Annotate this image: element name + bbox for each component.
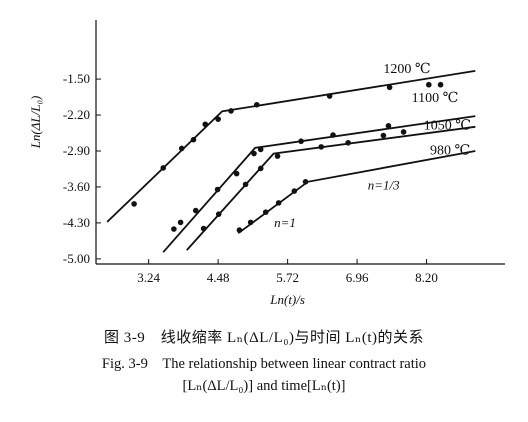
y-axis-title: Ln(ΔL/L₀) [28,96,43,150]
data-point [437,81,444,88]
annotation-label: n=1/3 [368,178,400,193]
data-point [253,101,260,108]
data-point [385,123,392,129]
data-point [171,226,177,232]
data-point [257,146,264,153]
data-point [215,211,222,217]
data-point [236,227,243,233]
data-point [178,145,185,152]
data-point [160,165,167,171]
data-point [131,201,137,207]
x-tick-label: 5.72 [276,270,299,285]
caption-english-line-1: Fig. 3-9 The relationship between linear… [101,356,427,372]
curve-label: 1100 ℃ [412,91,459,106]
curve-label: 980 ℃ [430,144,470,159]
fit-line-2 [162,115,476,253]
x-tick-label: 4.48 [207,270,230,285]
data-point [190,136,197,143]
caption-english-line-2: [Lₙ(ΔL/L₀)] and time[Lₙ(t)] [182,378,346,394]
y-tick-label: -1.50 [63,71,90,86]
data-point [345,139,351,146]
data-point [192,207,199,214]
data-point [318,144,325,150]
data-point [247,219,254,226]
data-point [228,108,234,114]
data-point [202,121,209,128]
data-point [326,93,333,99]
data-point [298,138,304,145]
x-axis-title: Ln(t)/s [269,292,305,307]
data-point [386,84,393,91]
data-point [177,219,184,226]
data-point [426,81,432,88]
data-point [275,200,282,206]
chart: -1.50 -2.20 -2.90 -3.60 -4.30 -5.00 3.24 4.48 5.… [28,20,505,307]
fit-line-1 [106,70,476,223]
data-point [330,132,336,138]
annotation-label: n=1 [274,215,296,230]
x-tick-label: 3.24 [137,270,160,285]
y-tick-label: -3.60 [63,179,90,194]
data-point [274,153,281,159]
data-point [242,181,249,188]
y-tick-label: -2.90 [63,143,90,158]
data-point [233,170,240,177]
data-point [257,165,264,172]
x-tick-label: 6.96 [346,270,369,285]
fit-line-3 [186,125,476,251]
data-point [380,132,387,139]
data-point [291,188,298,194]
data-point [400,129,407,135]
data-point [251,150,257,157]
data-point [302,179,309,185]
data-point [262,209,269,215]
data-point [215,116,221,122]
data-point [200,225,207,232]
y-tick-label: -4.30 [63,215,90,230]
caption-chinese: 图 3-9 线收缩率 Lₙ(ΔL/L₀)与时间 Lₙ(t)的关系 [103,330,425,346]
data-point [214,186,221,193]
x-tick-label: 8.20 [415,270,438,285]
curve-label: 1200 ℃ [383,62,430,77]
y-tick-label: -2.20 [63,107,90,122]
curve-label: 1050 ℃ [424,118,471,133]
y-tick-label: -5.00 [63,251,90,266]
